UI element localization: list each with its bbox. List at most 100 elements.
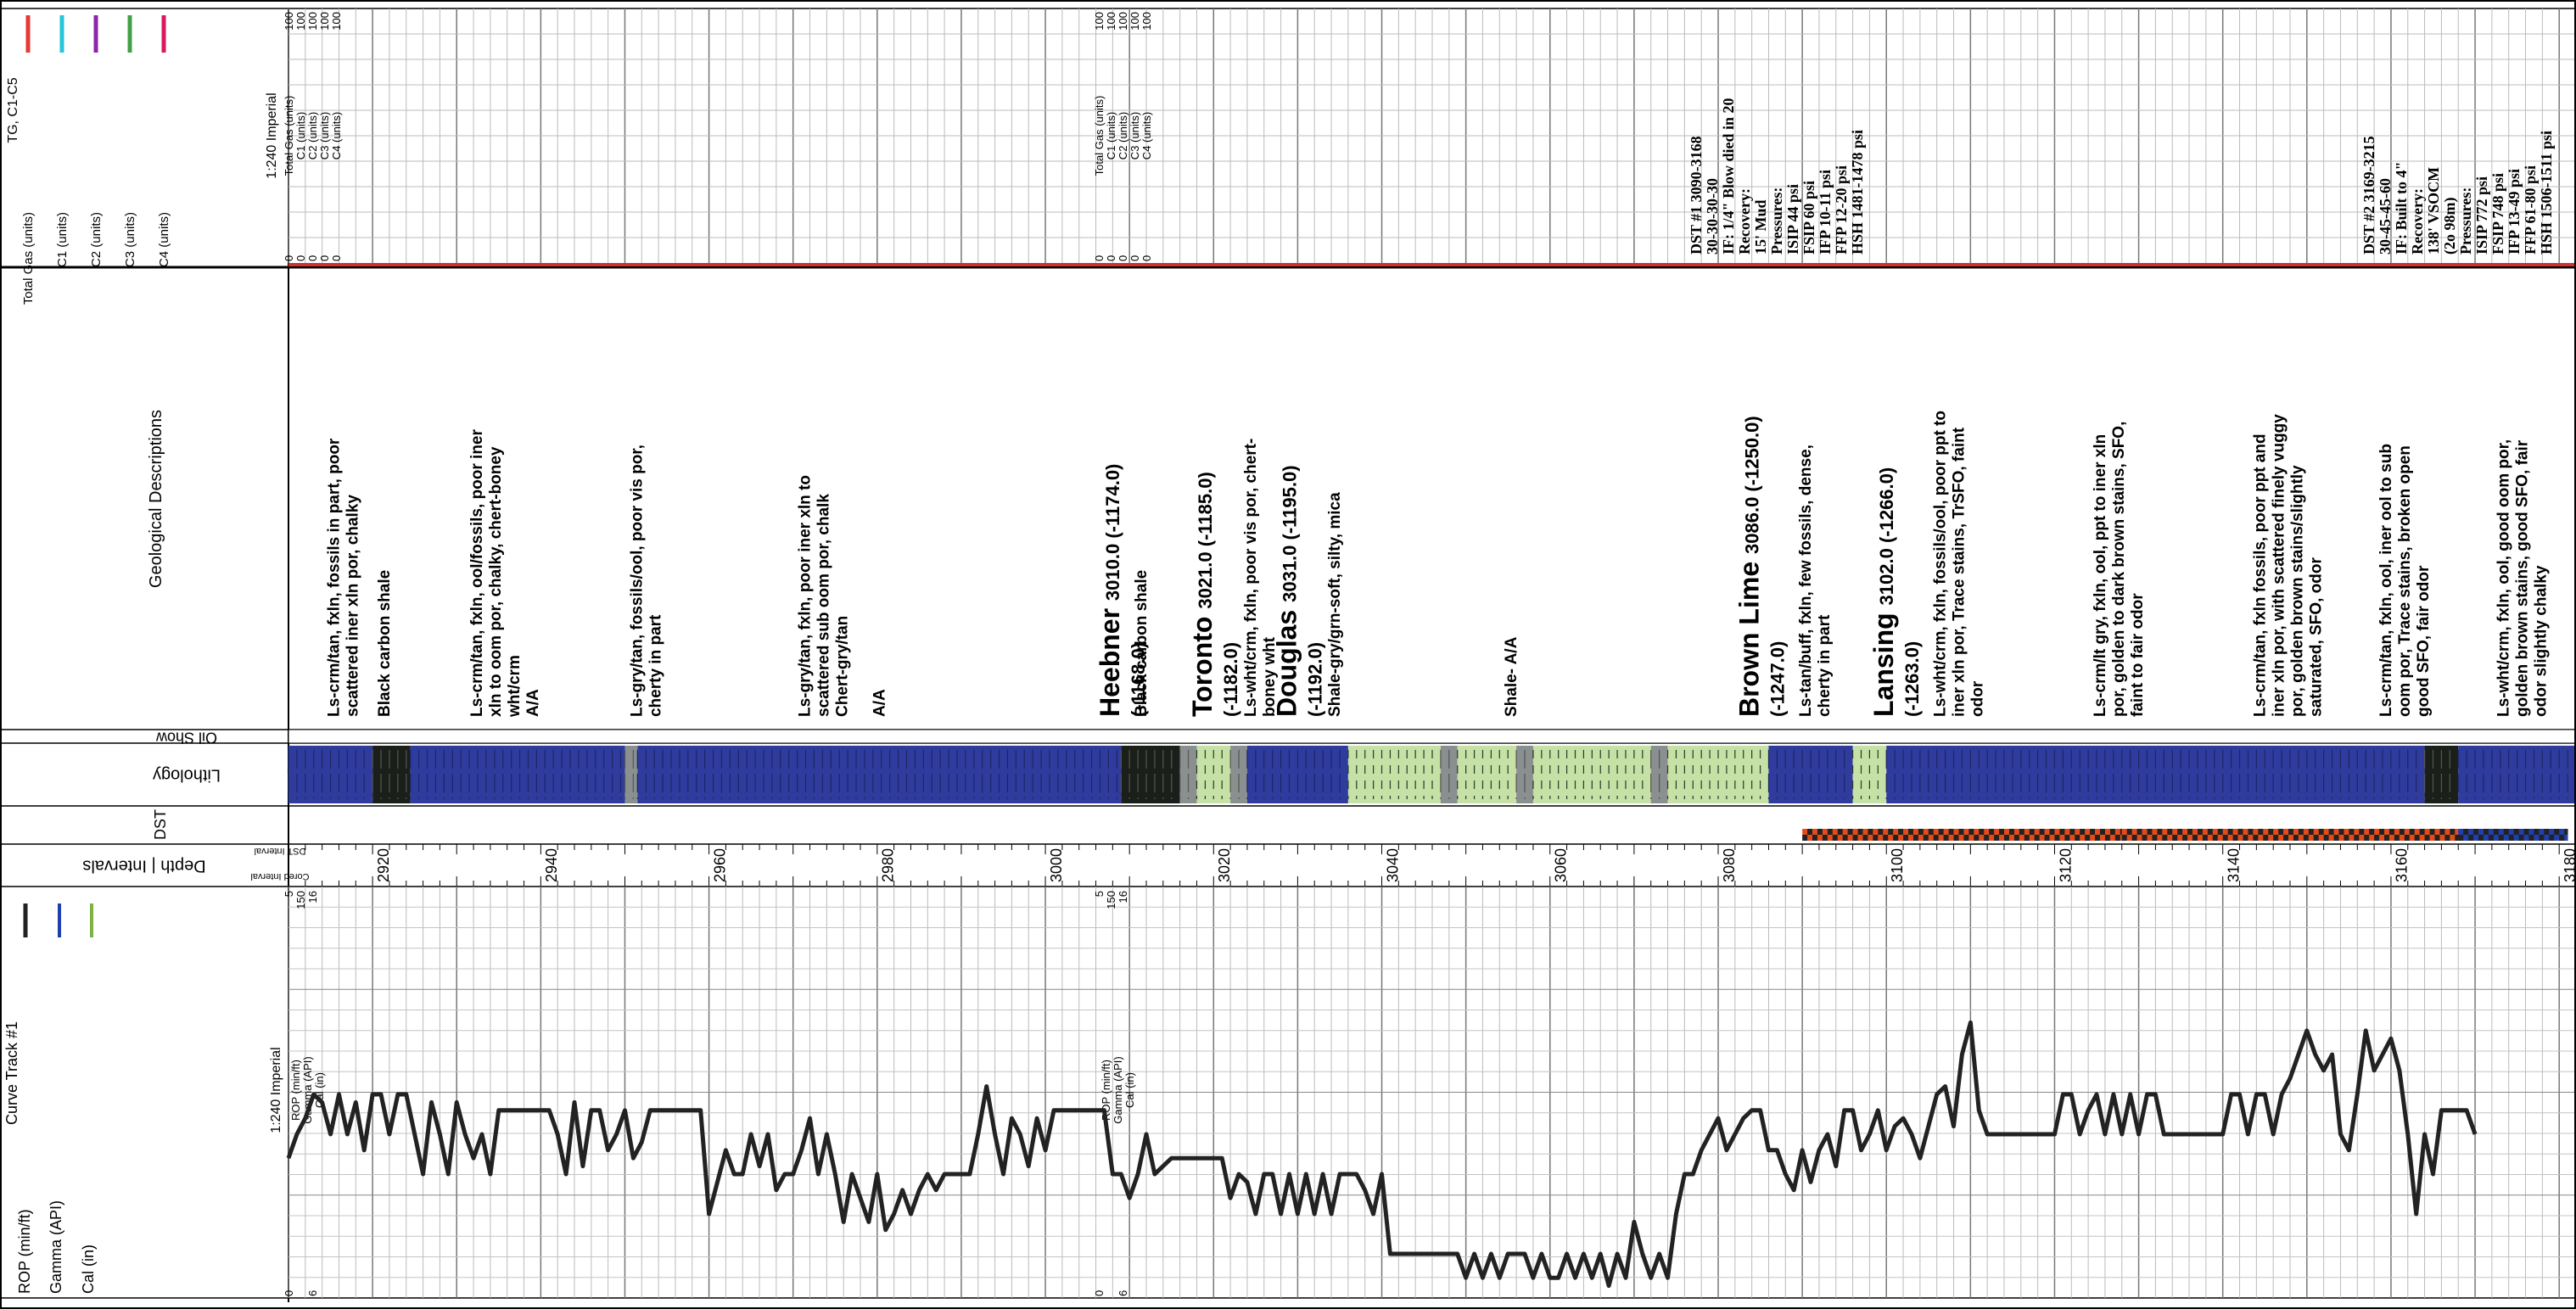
dst-interval-checker bbox=[1878, 835, 1884, 841]
dst-interval-checker bbox=[1994, 835, 2000, 841]
dst-interval-checker bbox=[2559, 835, 2565, 841]
gas-legend-label: C2 (units) bbox=[89, 212, 104, 267]
dst-interval-checker bbox=[2379, 835, 2385, 841]
dst-interval-checker bbox=[2468, 829, 2474, 835]
dst-report-line: IFP 13-49 psi bbox=[2506, 169, 2523, 255]
dst-interval-checker bbox=[2338, 829, 2344, 835]
dst-interval-checker bbox=[2344, 835, 2349, 841]
dst-interval-checker bbox=[1963, 829, 1969, 835]
dst-interval-checker bbox=[2333, 835, 2339, 841]
description-line: Ls-wht/crm, fxln, poor vis por, chert- bbox=[1242, 439, 1260, 717]
dst-interval-checker bbox=[1857, 835, 1863, 841]
gas-track-curve-label: C4 (units) bbox=[1140, 112, 1153, 159]
description-line: xln to oom por, chalky, chert-boney bbox=[487, 446, 505, 717]
dst-interval-checker bbox=[2414, 835, 2421, 841]
gamma-legend-label: Gamma (API) bbox=[48, 1200, 64, 1294]
formation-subsea-label: (-1168.0) bbox=[1128, 642, 1149, 717]
dst-interval-checker bbox=[2197, 835, 2204, 841]
lithology-bed-chert bbox=[624, 746, 638, 803]
dst-interval-checker bbox=[1852, 829, 1858, 835]
description-line: Ls-wht/crm, fxln, ool, good oom por, bbox=[2495, 439, 2513, 717]
dst-interval-checker bbox=[2024, 829, 2030, 835]
cored-interval-header: Cored Interval bbox=[250, 871, 309, 881]
dst-interval-checker bbox=[2192, 835, 2198, 841]
dst-interval-checker bbox=[2120, 835, 2123, 841]
dst-interval-checker bbox=[2064, 829, 2070, 835]
dst-report-line: Recovery: bbox=[1736, 188, 1753, 255]
dst-interval-checker bbox=[1948, 835, 1954, 841]
formation-subsea-label: (-1192.0) bbox=[1304, 642, 1325, 717]
dst-interval-checker bbox=[2222, 835, 2229, 841]
depth-tick-label: 2920 bbox=[375, 848, 392, 882]
dst-report-line: IFP 10-11 psi bbox=[1817, 170, 1834, 255]
dst-interval-checker bbox=[2374, 835, 2380, 841]
dst-interval-checker bbox=[2069, 829, 2075, 835]
dst-interval-checker bbox=[2232, 835, 2238, 841]
dst-interval-checker bbox=[1974, 829, 1980, 835]
dst-interval-checker bbox=[2004, 835, 2010, 841]
lithology-bed-limestone bbox=[410, 746, 625, 803]
description-line: Chert-gry/tan bbox=[834, 616, 852, 717]
gas-track-curve-label: C1 (units) bbox=[1105, 112, 1117, 159]
dst-interval-checker bbox=[2192, 829, 2198, 835]
formation-name: Douglas bbox=[1271, 602, 1302, 717]
dst-interval-checker bbox=[2419, 829, 2425, 835]
cal-scale-min: 6 bbox=[306, 1290, 319, 1296]
dst-interval-checker bbox=[2120, 829, 2123, 835]
dst-interval-checker bbox=[2142, 829, 2148, 835]
dst-interval-checker bbox=[2450, 829, 2456, 835]
dst-interval-checker bbox=[2109, 829, 2116, 835]
formation-name: Lansing bbox=[1868, 605, 1899, 717]
dst-interval-checker bbox=[1963, 835, 1969, 841]
dst-interval-checker bbox=[1999, 835, 2005, 841]
dst-interval-checker bbox=[2298, 835, 2304, 841]
depth-tick-label: 3080 bbox=[1721, 848, 1738, 882]
rop-points bbox=[288, 0, 2568, 1286]
formation-name: Heebner bbox=[1095, 601, 1125, 717]
gas-legend-label: C3 (units) bbox=[123, 212, 137, 267]
dst-interval-checker bbox=[2463, 835, 2469, 841]
dst-interval-checker bbox=[1968, 835, 1974, 841]
gas-scale-min: 0 bbox=[1140, 255, 1153, 261]
dst-interval-checker bbox=[1974, 835, 1980, 841]
dst-interval-checker bbox=[2054, 835, 2060, 841]
dst-interval-checker bbox=[2095, 835, 2101, 841]
dst-interval-checker bbox=[2202, 829, 2209, 835]
gas-legend-label: C1 (units) bbox=[55, 212, 70, 267]
dst-interval-checker bbox=[2328, 835, 2334, 841]
dst-interval-checker bbox=[2243, 829, 2248, 835]
gas-scale-max: 100 bbox=[1117, 12, 1129, 31]
dst-interval-checker bbox=[2177, 829, 2183, 835]
dst-interval-checker bbox=[2136, 829, 2142, 835]
dst-interval-checker bbox=[2157, 829, 2163, 835]
dst-interval-checker bbox=[2232, 829, 2238, 835]
dst-interval-checker bbox=[2404, 835, 2411, 841]
dst-interval-checker bbox=[2075, 835, 2080, 841]
dst-interval-checker bbox=[1888, 835, 1894, 841]
dst-interval-checker bbox=[2534, 829, 2540, 835]
dst-interval-checker bbox=[1837, 835, 1844, 841]
dst-interval-checker bbox=[2283, 835, 2289, 841]
dst-interval-checker bbox=[2288, 829, 2294, 835]
description-line: iner xln por, Trace stains, TrSFO, faint bbox=[1951, 427, 1968, 717]
formation-subsea-label: (-1182.0) bbox=[1220, 642, 1241, 717]
dst-interval-checker bbox=[1817, 835, 1823, 841]
dst-interval-checker bbox=[2549, 835, 2555, 841]
dst-interval-checker bbox=[1812, 835, 1818, 841]
rop-scale-max: 5 bbox=[283, 891, 295, 897]
dst-interval-checker bbox=[2388, 835, 2395, 841]
dst-interval-checker bbox=[2202, 835, 2209, 841]
gamma-curve-label: Gamma (API) bbox=[1112, 1056, 1124, 1123]
dst-interval-checker bbox=[1923, 835, 1929, 841]
dst-interval-checker bbox=[2359, 829, 2365, 835]
gas-scale-max: 100 bbox=[330, 12, 343, 31]
dst-report-line: 30-30-30-30 bbox=[1704, 178, 1721, 255]
dst-interval-checker bbox=[2099, 835, 2106, 841]
dst-report-line: 138' VSOCM bbox=[2425, 167, 2442, 255]
dst-interval-checker bbox=[1979, 829, 1985, 835]
dst-interval-checker bbox=[1837, 829, 1844, 835]
dst-interval-checker bbox=[2564, 829, 2568, 835]
dst-interval-checker bbox=[2268, 835, 2274, 841]
gas-legend-label: C4 (units) bbox=[157, 212, 171, 267]
cal-scale-min: 6 bbox=[1117, 1290, 1129, 1296]
